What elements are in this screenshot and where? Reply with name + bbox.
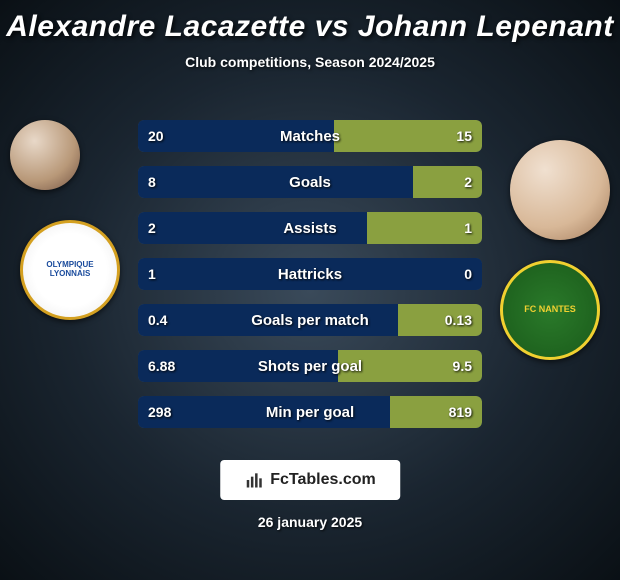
stat-label: Min per goal xyxy=(138,396,482,428)
comparison-card: Alexandre Lacazette vs Johann Lepenant C… xyxy=(0,0,620,580)
stat-label: Shots per goal xyxy=(138,350,482,382)
branding-text: FcTables.com xyxy=(270,471,376,489)
subtitle: Club competitions, Season 2024/2025 xyxy=(0,54,620,70)
player1-club-label: OLYMPIQUE LYONNAIS xyxy=(23,257,117,283)
player1-avatar xyxy=(10,120,80,190)
stat-row: 82Goals xyxy=(138,166,482,198)
stat-label: Assists xyxy=(138,212,482,244)
stat-label: Goals per match xyxy=(138,304,482,336)
stat-row: 6.889.5Shots per goal xyxy=(138,350,482,382)
player2-club-label: FC NANTES xyxy=(524,305,576,315)
stat-row: 21Assists xyxy=(138,212,482,244)
player1-club-badge: OLYMPIQUE LYONNAIS xyxy=(20,220,120,320)
branding-badge[interactable]: FcTables.com xyxy=(220,460,400,500)
stats-area: 2015Matches 82Goals 21Assists 10Hattricks 0.… xyxy=(138,120,482,442)
player2-club-badge: FC NANTES xyxy=(500,260,600,360)
stat-row: 0.40.13Goals per match xyxy=(138,304,482,336)
player2-avatar xyxy=(510,140,610,240)
stat-row: 298819Min per goal xyxy=(138,396,482,428)
stat-label: Matches xyxy=(138,120,482,152)
page-title: Alexandre Lacazette vs Johann Lepenant xyxy=(0,0,620,44)
date-label: 26 january 2025 xyxy=(0,514,620,530)
stat-row: 2015Matches xyxy=(138,120,482,152)
chart-icon xyxy=(244,470,264,490)
stat-label: Goals xyxy=(138,166,482,198)
stat-label: Hattricks xyxy=(138,258,482,290)
stat-row: 10Hattricks xyxy=(138,258,482,290)
